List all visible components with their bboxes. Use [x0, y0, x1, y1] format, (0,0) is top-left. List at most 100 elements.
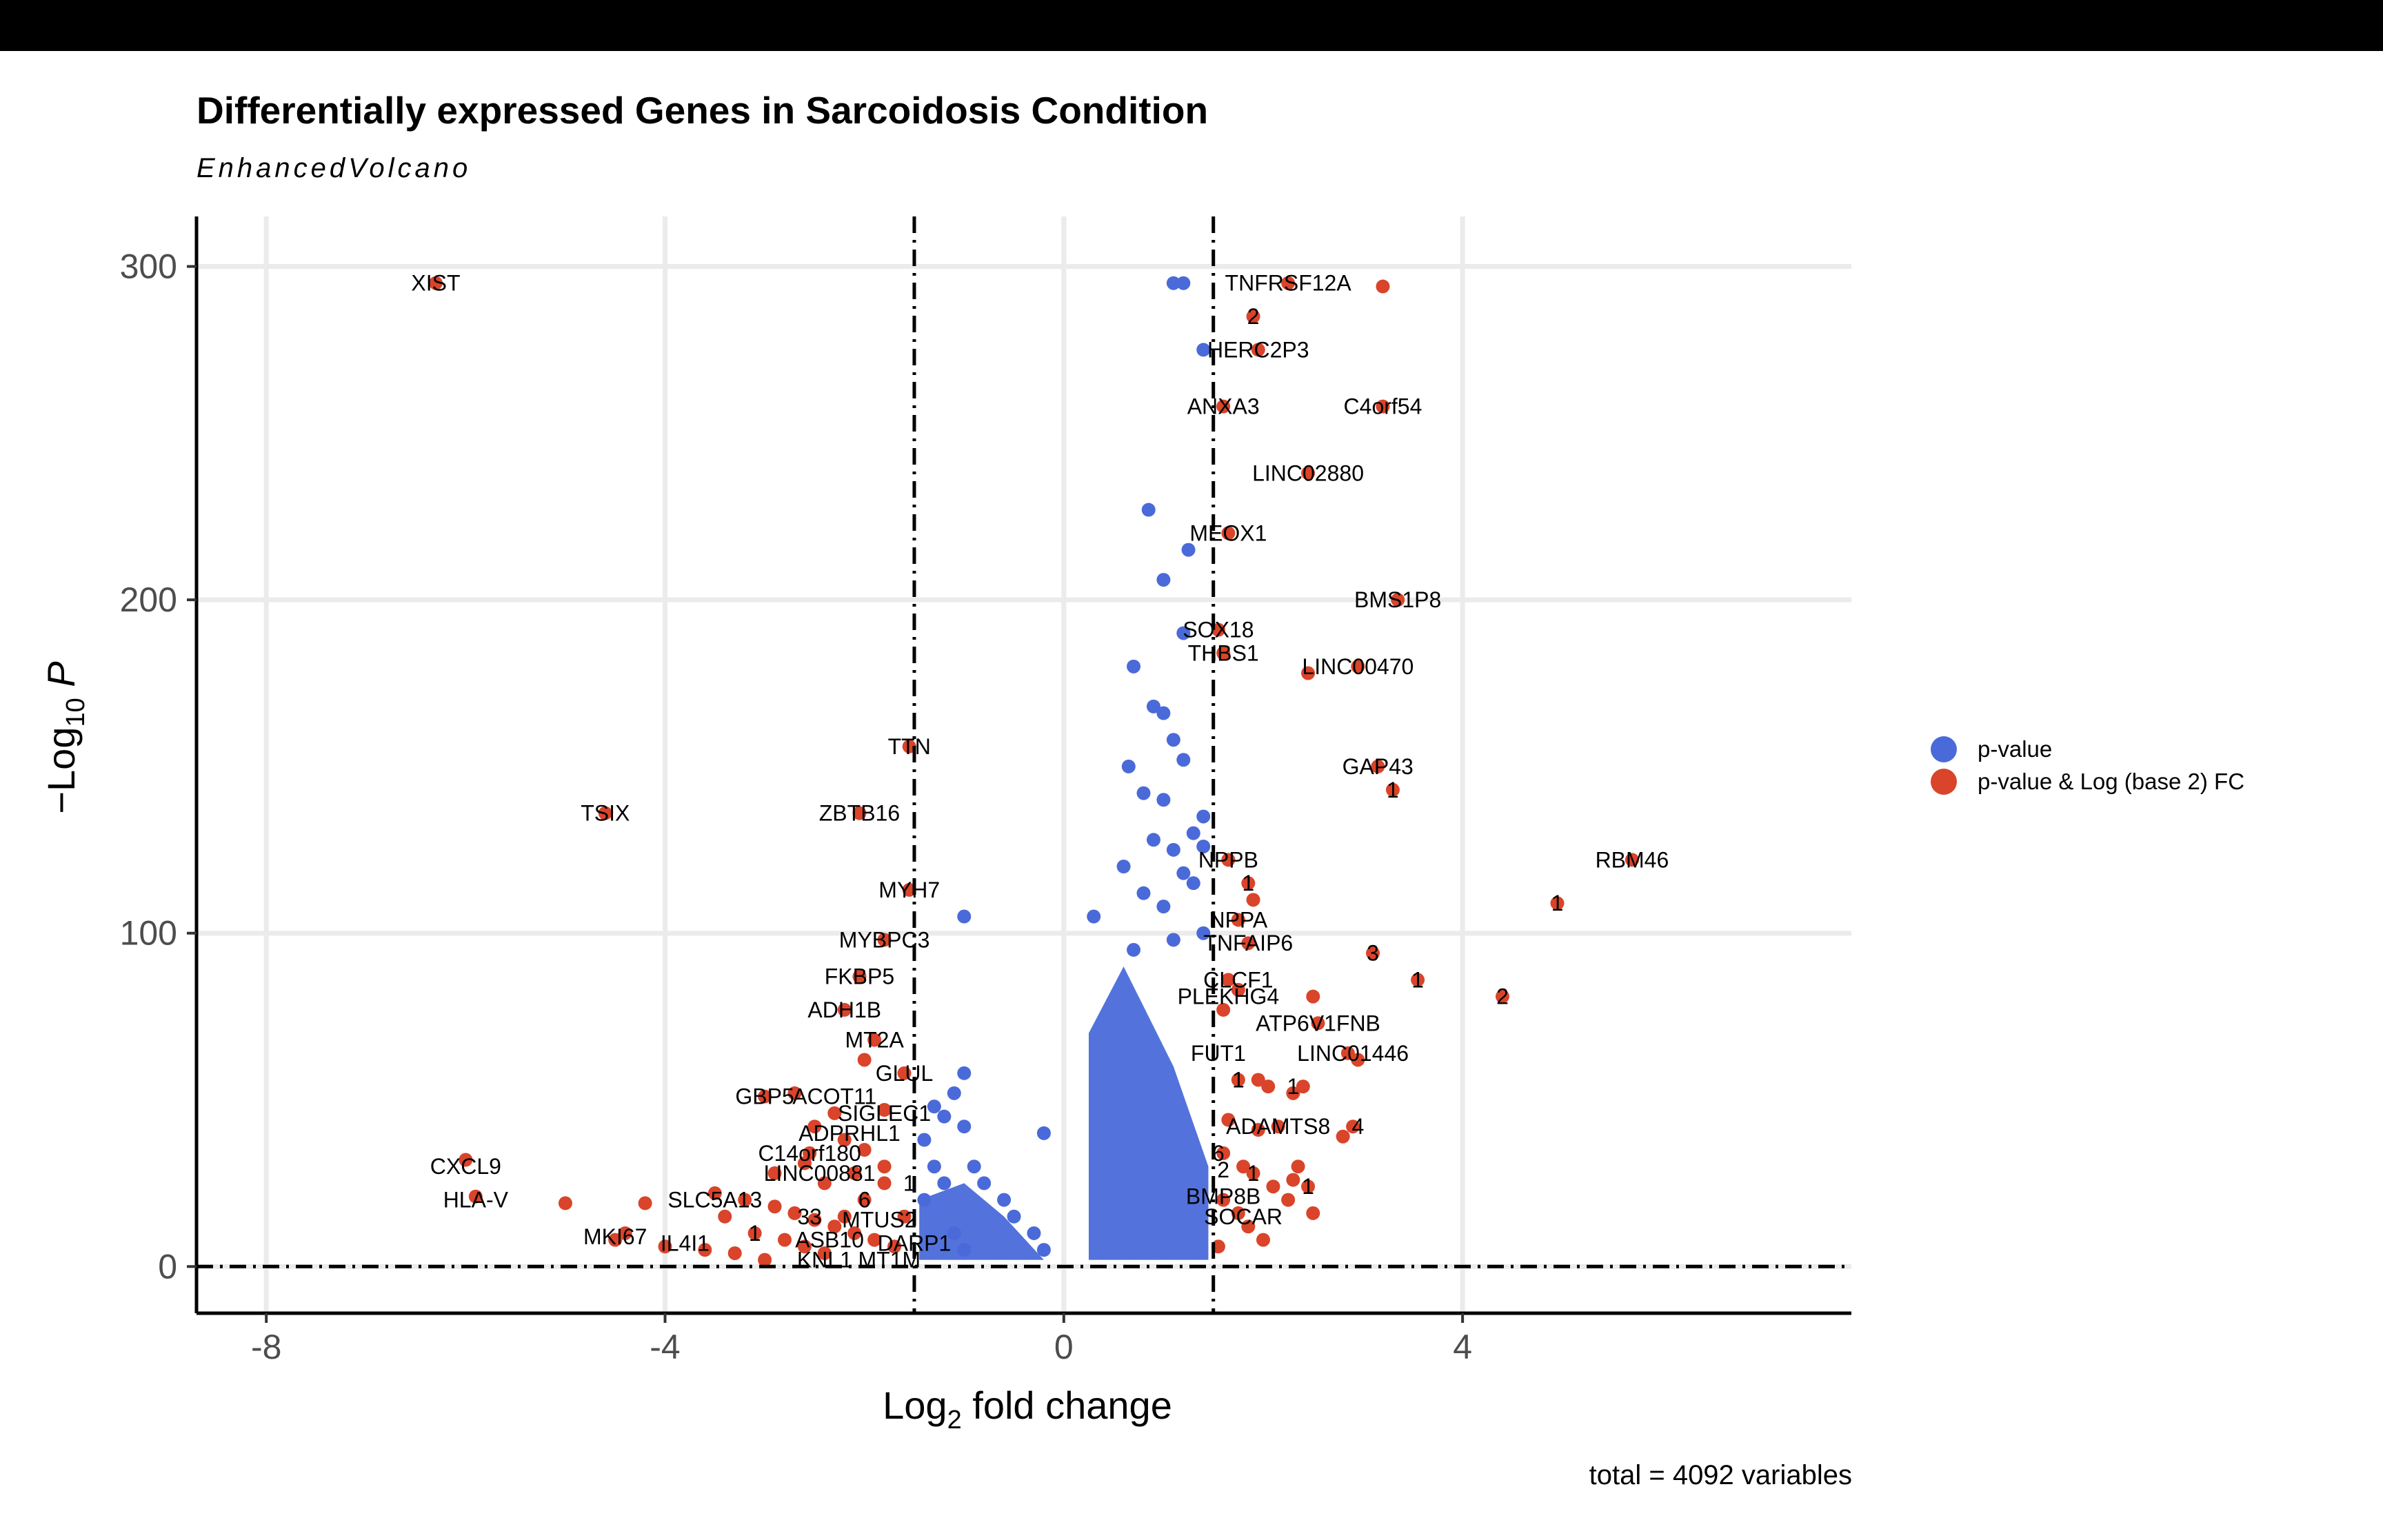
point-p-value [1146, 699, 1160, 713]
legend-item-p-value: p-value [1931, 733, 2244, 765]
point-p-value-fc [758, 1089, 772, 1104]
point-p-value [957, 909, 972, 924]
point-p-value-fc [1231, 1073, 1245, 1087]
point-p-value-fc [1261, 1080, 1276, 1094]
point-p-value-fc [658, 1239, 672, 1254]
point-p-value-fc [1550, 896, 1565, 911]
point-p-value-fc [837, 1209, 852, 1224]
y-tick-label: 200 [120, 580, 177, 619]
point-label: SIGLEC1 [838, 1101, 931, 1126]
point-p-value-fc [857, 1193, 872, 1207]
point-p-value-fc [738, 1193, 752, 1207]
point-label: 3 [1367, 941, 1379, 966]
point-label: 1 [1411, 967, 1424, 992]
point-label: 1 [1247, 1161, 1260, 1186]
point-p-value [1196, 926, 1211, 940]
point-p-value [1156, 573, 1171, 587]
point-p-value-fc [1311, 1016, 1325, 1031]
point-label: MT2A [845, 1027, 904, 1052]
point-label: SLC5A13 [667, 1188, 762, 1213]
point-p-value-fc [1221, 973, 1236, 987]
point-label: MYBPC3 [839, 927, 930, 952]
point-p-value-fc [787, 1086, 802, 1100]
point-p-value-fc [1286, 1086, 1300, 1100]
point-p-value [1116, 859, 1131, 873]
point-p-value-fc [787, 1206, 802, 1220]
point-label: MEOX1 [1189, 520, 1267, 545]
point-label: RBM46 [1596, 847, 1669, 872]
point-p-value-fc [1221, 1113, 1236, 1127]
point-p-value-fc [852, 969, 867, 984]
point-p-value [1181, 543, 1196, 557]
point-p-value [1007, 1209, 1021, 1224]
point-labels: XIST TNFRSF12A 2 HERC2P3 ANXA3 C4orf54 LINC028… [411, 271, 1669, 1273]
point-p-value [967, 1159, 981, 1174]
point-p-value-fc [1231, 1206, 1245, 1220]
point-label: 1 [749, 1221, 761, 1246]
point-label: PLEKHG4 [1178, 984, 1280, 1009]
point-label: MKI67 [583, 1224, 647, 1249]
point-p-value-fc [1351, 659, 1365, 673]
point-label: 2 [1496, 984, 1509, 1009]
point-p-value-fc [558, 1196, 572, 1210]
point-p-value-fc [797, 1239, 812, 1254]
point-label: MTUS2 [842, 1208, 916, 1233]
point-p-value [1176, 276, 1191, 290]
top-bar [0, 0, 2383, 51]
point-p-value-fc [1306, 1206, 1320, 1220]
point-p-value [1196, 809, 1211, 824]
point-label: 33 [797, 1204, 822, 1229]
point-p-value-fc [608, 1233, 623, 1247]
legend-key-p-value-fc [1931, 768, 1957, 795]
point-p-value [1121, 759, 1136, 773]
point-label: GBP5 [735, 1084, 794, 1109]
point-p-value-fc [1216, 1193, 1231, 1207]
point-label: ANXA3 [1187, 394, 1260, 419]
point-p-value-fc [459, 1153, 473, 1167]
point-label: HERC2P3 [1207, 337, 1309, 362]
point-p-value [1166, 842, 1180, 857]
point-p-value-fc [1241, 936, 1256, 951]
point-p-value-fc [1385, 782, 1400, 797]
point-label: 2 [1217, 1157, 1229, 1182]
point-p-value-fc [817, 1246, 832, 1260]
point-label: ACOT11 [792, 1084, 876, 1109]
data-points [428, 276, 1639, 1267]
point-p-value-fc [807, 1213, 822, 1227]
point-p-value-fc [767, 1199, 782, 1214]
y-tick-label: 0 [158, 1247, 177, 1286]
point-p-value-fc [1271, 1119, 1285, 1134]
point-p-value [1141, 503, 1156, 517]
point-label: LINC02880 [1252, 460, 1364, 485]
point-p-value [1166, 276, 1180, 290]
point-label: 1 [1232, 1067, 1245, 1092]
x-tick-label: 0 [1054, 1328, 1074, 1366]
point-label: TNFAIP6 [1203, 931, 1293, 955]
point-p-value-fc [1376, 279, 1390, 294]
point-p-value-fc [618, 1226, 632, 1240]
point-p-value-fc [1221, 853, 1236, 867]
point-p-value [1156, 793, 1171, 807]
point-label: KNL1 [797, 1248, 852, 1273]
point-label: 1 [1287, 1074, 1299, 1099]
point-label: IL4I1 [661, 1230, 710, 1255]
point-label: C14orf180 [758, 1141, 861, 1166]
x-tick-label: -8 [251, 1328, 281, 1366]
point-p-value-fc [747, 1226, 762, 1240]
point-p-value-fc [1236, 1159, 1251, 1174]
point-p-value-fc [698, 1243, 712, 1257]
point-p-value-fc [867, 1233, 882, 1247]
point-p-value-fc [857, 1143, 872, 1157]
chart-subtitle: EnhancedVolcano [197, 153, 472, 183]
point-label: NPPB [1198, 847, 1258, 872]
point-p-value [1176, 626, 1191, 640]
point-p-value [937, 1176, 952, 1191]
point-label: GLUL [876, 1061, 934, 1086]
point-p-value-fc [837, 1133, 852, 1147]
point-p-value-fc [797, 1156, 812, 1171]
grid-lines [197, 216, 1851, 1313]
point-p-value-fc [1366, 946, 1380, 960]
point-p-value-fc [1371, 759, 1385, 773]
point-p-value-fc [1281, 1193, 1296, 1207]
point-p-value-fc [867, 1033, 882, 1047]
